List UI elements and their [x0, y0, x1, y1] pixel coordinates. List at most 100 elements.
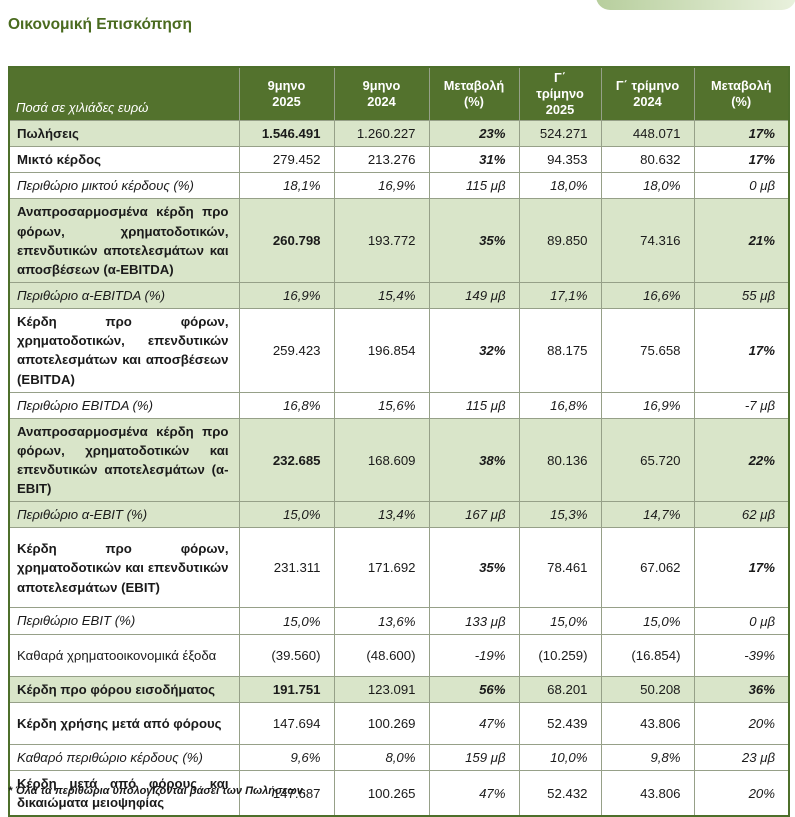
cell-value: 1.260.227	[333, 119, 430, 148]
cell-value: 196.854	[333, 308, 430, 393]
cell-value: 147.694	[238, 701, 335, 745]
cell-value: 15,0%	[238, 501, 335, 529]
cell-value: 260.798	[238, 198, 335, 283]
cell-value: (39.560)	[238, 633, 335, 677]
row-label: Αναπροσαρμοσμένα κέρδη προ φόρων, χρηματ…	[8, 417, 240, 503]
cell-value: 52.432	[518, 769, 602, 817]
cell-value: 14,7%	[600, 501, 695, 529]
cell-value: 88.175	[518, 308, 602, 393]
cell-value: 23%	[428, 119, 520, 148]
cell-value: 55 μβ	[693, 281, 790, 310]
cell-value: 20%	[693, 769, 790, 817]
row-label: Κέρδη προ φόρων, χρηματοδοτικών, επενδυτ…	[8, 308, 240, 393]
financial-overview-table: Ποσά σε χιλιάδες ευρώ 9μηνο 2025 9μηνο 2…	[8, 66, 790, 817]
row-label: Αναπροσαρμοσμένα κέρδη προ φόρων, χρηματ…	[8, 198, 240, 283]
cell-value: 15,0%	[600, 607, 695, 635]
row-label: Μικτό κέρδος	[8, 146, 240, 174]
cell-value: -19%	[428, 633, 520, 677]
cell-value: 78.461	[518, 527, 602, 609]
cell-value: (10.259)	[518, 633, 602, 677]
row-label: Καθαρά χρηματοοικονομικά έξοδα	[8, 633, 240, 677]
cell-value: 18,0%	[518, 172, 602, 200]
cell-value: 15,0%	[518, 607, 602, 635]
cell-value: 15,6%	[333, 391, 430, 419]
table-row: Περιθώριο EBITDA (%) 16,8% 15,6% 115 μβ 16,8…	[8, 391, 790, 419]
cell-value: 100.269	[333, 701, 430, 745]
cell-value: 279.452	[238, 146, 335, 174]
cell-value: 448.071	[600, 119, 695, 148]
row-label: Καθαρό περιθώριο κέρδους (%)	[8, 743, 240, 771]
row-label: Κέρδη προ φόρων, χρηματοδοτικών και επεν…	[8, 527, 240, 609]
table-row: Περιθώριο μικτού κέρδους (%) 18,1% 16,9% 11…	[8, 172, 790, 200]
cell-value: 133 μβ	[428, 607, 520, 635]
row-label: Κέρδη χρήσης μετά από φόρους	[8, 701, 240, 745]
cell-value: 43.806	[600, 769, 695, 817]
table-row: Κέρδη προ φόρων, χρηματοδοτικών και επεν…	[8, 527, 790, 609]
cell-value: 115 μβ	[428, 172, 520, 200]
cell-value: 35%	[428, 198, 520, 283]
table-row: Κέρδη προ φόρου εισοδήματος 191.751 123.09…	[8, 675, 790, 703]
cell-value: 67.062	[600, 527, 695, 609]
cell-value: 13,6%	[333, 607, 430, 635]
cell-value: 115 μβ	[428, 391, 520, 419]
column-header-9m-2025: 9μηνο 2025	[238, 66, 335, 121]
cell-value: 15,3%	[518, 501, 602, 529]
cell-value: 36%	[693, 675, 790, 703]
page-title: Οικονομική Επισκόπηση	[8, 16, 192, 33]
cell-value: 231.311	[238, 527, 335, 609]
cell-value: 75.658	[600, 308, 695, 393]
cell-value: 32%	[428, 308, 520, 393]
column-header-change-q3: Μεταβολή (%)	[693, 66, 790, 121]
cell-value: 35%	[428, 527, 520, 609]
cell-value: 47%	[428, 769, 520, 817]
table-body: Πωλήσεις 1.546.491 1.260.227 23% 524.271 448.…	[8, 119, 790, 817]
header-decoration	[596, 0, 795, 10]
cell-value: 9,8%	[600, 743, 695, 771]
cell-value: 159 μβ	[428, 743, 520, 771]
table-row: Καθαρά χρηματοοικονομικά έξοδα (39.560) (4…	[8, 633, 790, 677]
cell-value: 47%	[428, 701, 520, 745]
cell-value: 193.772	[333, 198, 430, 283]
table-row: Πωλήσεις 1.546.491 1.260.227 23% 524.271 448.…	[8, 119, 790, 148]
cell-value: 21%	[693, 198, 790, 283]
cell-value: 232.685	[238, 417, 335, 503]
table-row: Περιθώριο α-EBIT (%) 15,0% 13,4% 167 μβ 15,3…	[8, 501, 790, 529]
cell-value: -7 μβ	[693, 391, 790, 419]
row-label: Περιθώριο EBIT (%)	[8, 607, 240, 635]
cell-value: 17%	[693, 119, 790, 148]
cell-value: 100.265	[333, 769, 430, 817]
row-label: Περιθώριο μικτού κέρδους (%)	[8, 172, 240, 200]
cell-value: 65.720	[600, 417, 695, 503]
cell-value: 167 μβ	[428, 501, 520, 529]
table-row: Καθαρό περιθώριο κέρδους (%) 9,6% 8,0% 159 …	[8, 743, 790, 771]
cell-value: 16,9%	[600, 391, 695, 419]
cell-value: 80.632	[600, 146, 695, 174]
row-label: Κέρδη προ φόρου εισοδήματος	[8, 675, 240, 703]
cell-value: 171.692	[333, 527, 430, 609]
cell-value: 10,0%	[518, 743, 602, 771]
cell-value: 17%	[693, 527, 790, 609]
cell-value: 16,8%	[238, 391, 335, 419]
table-row: Περιθώριο EBIT (%) 15,0% 13,6% 133 μβ 15,0% 1…	[8, 607, 790, 635]
cell-value: 149 μβ	[428, 281, 520, 310]
cell-value: 15,0%	[238, 607, 335, 635]
footnote: * Όλα τα περιθώρια υπολογίζονται βάσει τ…	[8, 785, 306, 797]
cell-value: 18,1%	[238, 172, 335, 200]
cell-value: 8,0%	[333, 743, 430, 771]
column-header-units: Ποσά σε χιλιάδες ευρώ	[8, 66, 240, 121]
cell-value: 16,6%	[600, 281, 695, 310]
table-row: Αναπροσαρμοσμένα κέρδη προ φόρων, χρηματ…	[8, 417, 790, 503]
cell-value: 17,1%	[518, 281, 602, 310]
cell-value: 17%	[693, 308, 790, 393]
cell-value: 18,0%	[600, 172, 695, 200]
column-header-change-9m: Μεταβολή (%)	[428, 66, 520, 121]
row-label: Περιθώριο α-EBIT (%)	[8, 501, 240, 529]
column-header-9m-2024: 9μηνο 2024	[333, 66, 430, 121]
cell-value: 80.136	[518, 417, 602, 503]
cell-value: 43.806	[600, 701, 695, 745]
cell-value: 15,4%	[333, 281, 430, 310]
cell-value: 23 μβ	[693, 743, 790, 771]
cell-value: 52.439	[518, 701, 602, 745]
cell-value: 31%	[428, 146, 520, 174]
cell-value: 213.276	[333, 146, 430, 174]
